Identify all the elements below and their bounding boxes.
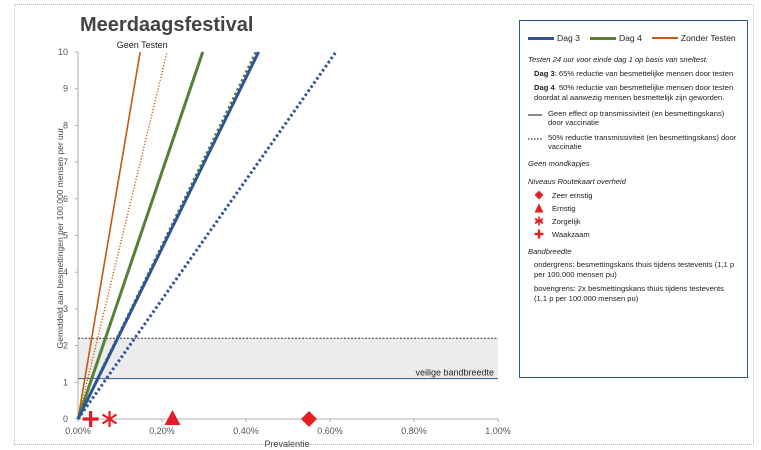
band-label: veilige bandbreedte [415, 368, 494, 378]
y-tick-label: 0 [63, 414, 68, 424]
y-axis-label: Gemiddeld aan besmettingen per 100.000 m… [55, 128, 65, 349]
plus-icon [534, 229, 544, 239]
x-tick-label: 0.20% [149, 426, 175, 436]
chart-title: Meerdaagsfestival [80, 14, 253, 36]
x-axis-label: Prevalentie [264, 439, 309, 449]
y-tick-label: 5 [63, 231, 68, 241]
legend-dotted-line-text: 50% reductie transmissiviteit (en besmet… [548, 133, 737, 151]
asterisk-icon [534, 216, 544, 226]
band-lower-text: ondergrens: besmettingskans thuis tijden… [534, 260, 735, 279]
marker-zorgelijk [101, 411, 118, 427]
level-ernstig: Ernstig [534, 203, 739, 213]
x-tick-label: 0.60% [317, 426, 343, 436]
legend-swatch-dag4 [589, 36, 616, 40]
y-tick-label: 2 [63, 341, 68, 351]
y-tick-label: 9 [63, 84, 68, 94]
solid-line-icon [528, 114, 542, 116]
diamond-icon [534, 190, 544, 200]
legend-dag3: Dag 3 [528, 33, 580, 43]
level-zorgelijk: Zorgelijk [534, 216, 739, 226]
legend-swatch-dag3 [528, 36, 554, 40]
dag3-text: : 65% reductie van besmettelijke mensen … [554, 69, 734, 78]
level-label-ernstig: Ernstig [552, 203, 576, 213]
safe-band-area [78, 338, 498, 379]
dag3-description: Dag 3: 65% reductie van besmettelijke me… [528, 69, 739, 79]
testing-note: Testen 24 uur voor einde dag 1 op basis … [528, 55, 708, 64]
x-tick-label: 1.00% [485, 426, 511, 436]
levels-title: Niveaus Routekaart overheid [528, 177, 626, 186]
y-tick-label: 6 [63, 194, 68, 204]
series-line-dag-4-solid [76, 51, 205, 420]
series-legend: Dag 3 Dag 4 Zonder Testen [528, 33, 739, 43]
y-tick-label: 8 [63, 120, 68, 130]
y-tick-label: 3 [63, 304, 68, 314]
y-tick-label: 10 [58, 47, 68, 57]
legend-label-dag4: Dag 4 [618, 33, 642, 43]
legend-swatch-zonder-testen [651, 37, 678, 39]
x-tick-label: 0.00% [65, 426, 91, 436]
dotted-line-icon [528, 138, 542, 140]
legend-solid-line-row: Geen effect op transmissiviteit (en besm… [528, 109, 739, 127]
level-label-zeer-ernstig: Zeer ernstig [552, 190, 593, 200]
level-label-waakzaam: Waakzaam [552, 229, 590, 239]
legend-label-dag3: Dag 3 [557, 33, 580, 43]
marker-ernstig [164, 410, 181, 425]
marker-waakzaam [82, 411, 99, 427]
dag3-title: Dag 3 [534, 69, 555, 78]
triangle-icon [534, 203, 544, 213]
level-zeer-ernstig: Zeer ernstig [534, 190, 739, 200]
y-tick-label: 4 [63, 267, 68, 277]
level-waakzaam: Waakzaam [534, 229, 739, 239]
marker-zeer-ernstig [301, 411, 317, 427]
x-tick-label: 0.80% [401, 426, 427, 436]
legend-dag4: Dag 4 [589, 33, 642, 43]
series-line-dag-3-solid [76, 51, 260, 420]
legend-label-zonder-testen: Zonder Testen [680, 33, 736, 43]
band-upper-text: bovengrens: 2x besmettingskans thuis tij… [534, 284, 724, 303]
no-masks-note: Geen mondkapjes [528, 159, 590, 168]
annotation-geen-testen: Geen Testen [117, 40, 168, 50]
x-tick-label: 0.40% [233, 426, 259, 436]
dag4-description: Dag 4. 50% reductie van besmettelijke me… [528, 83, 739, 103]
y-tick-label: 7 [63, 157, 68, 167]
series-line-zonder-testen-solid [77, 51, 141, 420]
legend-dotted-line-row: 50% reductie transmissiviteit (en besmet… [528, 133, 739, 151]
legend-solid-line-text: Geen effect op transmissiviteit (en besm… [548, 109, 725, 127]
band-title: Bandbreedte [528, 247, 572, 256]
y-tick-label: 1 [63, 377, 68, 387]
dag4-title: Dag 4 [534, 83, 555, 92]
legend-zonder-testen: Zonder Testen [651, 33, 736, 43]
chart-frame [14, 4, 754, 445]
legend-panel: Dag 3 Dag 4 Zonder Testen Testen 24 uur … [519, 20, 748, 378]
dag4-text: . 50% reductie van besmettelijke mensen … [534, 83, 734, 102]
level-label-zorgelijk: Zorgelijk [552, 216, 581, 226]
